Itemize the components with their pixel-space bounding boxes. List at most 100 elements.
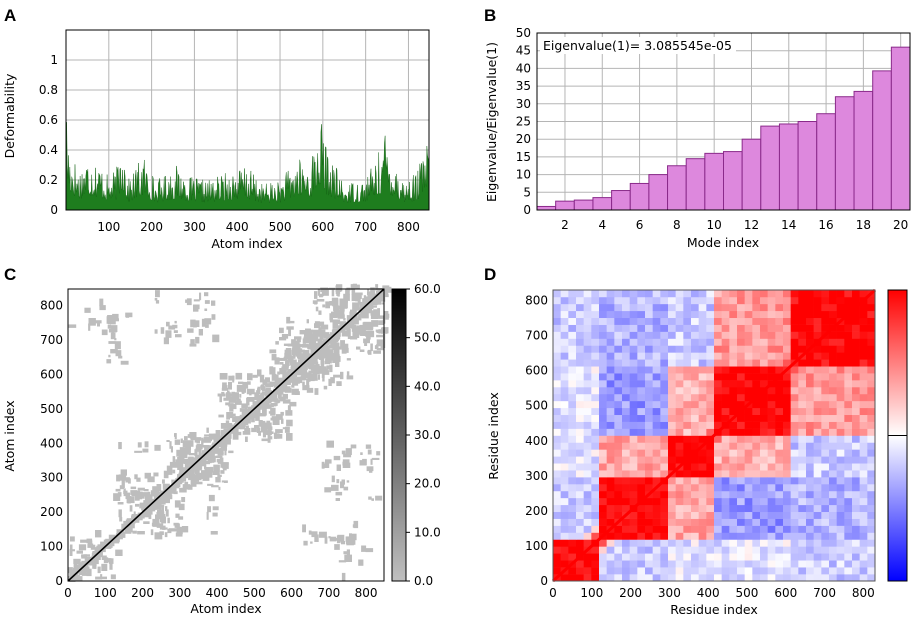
panel-d-cell: [760, 518, 768, 526]
panel-c-contact: [134, 474, 138, 480]
panel-d-cell: [660, 567, 669, 575]
panel-c-contact: [144, 495, 153, 503]
panel-d-cell: [798, 414, 807, 422]
panel-d-cell: [737, 373, 745, 381]
panel-d-cell: [744, 428, 753, 436]
panel-d-cell: [668, 456, 676, 464]
panel-d-cell: [813, 442, 822, 450]
panel-d-cell: [591, 324, 600, 332]
panel-c-contact: [289, 355, 294, 361]
panel-d-cell: [645, 373, 653, 381]
panel-d-cell: [606, 518, 615, 526]
panel-d-cell: [859, 477, 868, 485]
panel-d-cell: [691, 456, 699, 464]
panel-d-cell: [645, 511, 653, 519]
panel-d-cell: [760, 532, 768, 540]
panel-b-ytick-label: 50: [516, 26, 531, 40]
panel-d-cell: [836, 504, 845, 513]
panel-d-cell: [821, 421, 830, 429]
panel-d-cell: [606, 428, 615, 436]
panel-d-cell: [553, 345, 561, 353]
panel-c-contact: [259, 374, 265, 383]
panel-c-contact: [265, 377, 270, 383]
panel-d-cell: [706, 373, 715, 381]
panel-d-cell: [599, 407, 607, 416]
panel-d-cell: [629, 560, 638, 568]
panel-d-cell: [829, 290, 837, 298]
panel-d-cell: [775, 504, 784, 513]
panel-b-annotation: Eigenvalue(1)= 3.085545e-05: [543, 38, 732, 53]
panel-a-ylabel: Deformability: [2, 73, 17, 158]
panel-c-contact: [125, 477, 130, 483]
panel-d-xtick-label: 600: [774, 586, 797, 600]
panel-d-cell: [675, 477, 684, 485]
panel-d-cell: [683, 567, 692, 575]
panel-c-contact: [177, 527, 180, 534]
panel-d-cell: [783, 539, 791, 547]
panel-d-cell: [560, 525, 569, 533]
panel-d-cell: [622, 338, 630, 346]
panel-d-cell: [790, 290, 799, 298]
panel-d-cell: [790, 511, 799, 519]
panel-d-cell: [599, 421, 607, 429]
panel-d-cell: [652, 456, 661, 464]
panel-d-cell: [829, 560, 837, 568]
panel-d-cell: [836, 393, 845, 402]
panel-c-contact: [88, 318, 96, 326]
panel-d-cell: [859, 484, 868, 492]
panel-d-cell: [783, 359, 791, 367]
panel-c-contact: [163, 470, 169, 479]
panel-d-cell: [829, 490, 837, 499]
panel-d-cell: [691, 373, 699, 381]
panel-d-cell: [583, 303, 592, 312]
panel-d-cell: [859, 470, 868, 478]
panel-d-cell: [752, 435, 761, 443]
panel-d-cell: [744, 407, 753, 416]
panel-d-cell: [744, 553, 753, 561]
panel-d-cell: [614, 296, 623, 305]
panel-d-cell: [698, 317, 707, 325]
panel-c-contact: [326, 365, 331, 370]
panel-d-cell: [629, 470, 638, 478]
panel-c-contact: [237, 420, 245, 427]
panel-d-cell: [867, 518, 876, 526]
panel-d-cell: [829, 518, 837, 526]
panel-c-contact: [218, 414, 224, 418]
panel-d-cell: [560, 470, 569, 478]
panel-d-cell: [675, 497, 684, 506]
panel-c-contact: [279, 362, 284, 365]
panel-d-cell: [714, 449, 722, 457]
panel-d-cell: [760, 449, 768, 457]
panel-d-cell: [560, 310, 569, 319]
panel-d-cell: [698, 525, 707, 533]
panel-d-cell: [775, 380, 784, 388]
panel-d-cell: [798, 303, 807, 312]
panel-c-contact: [371, 290, 376, 295]
panel-c-contact: [202, 461, 210, 465]
panel-d-cell: [560, 477, 569, 485]
panel-d-cell: [721, 470, 730, 478]
panel-d-cell: [744, 421, 753, 429]
panel-d-cell: [652, 421, 661, 429]
panel-d-cell: [737, 331, 745, 339]
panel-c-contact: [334, 309, 340, 314]
panel-d-cell: [806, 324, 814, 332]
panel-d-cell: [729, 407, 738, 416]
panel-c-contact: [299, 376, 306, 381]
panel-c-contact: [342, 462, 351, 468]
panel-d-cell: [683, 546, 692, 554]
panel-c-contact: [247, 373, 253, 381]
panel-c-contact: [179, 487, 187, 493]
panel-c-contact: [262, 379, 268, 386]
panel-c-contact: [265, 383, 274, 387]
panel-d-cell: [637, 338, 646, 346]
panel-d-cell: [668, 504, 676, 513]
panel-c-contact: [282, 393, 288, 399]
panel-d-cell: [698, 546, 707, 554]
panel-d-cell: [813, 352, 822, 360]
panel-d-cell: [775, 366, 784, 374]
panel-c-contact: [216, 458, 223, 463]
panel-d-cell: [576, 310, 584, 319]
panel-d-cell: [729, 456, 738, 464]
panel-c-contact: [195, 454, 203, 461]
